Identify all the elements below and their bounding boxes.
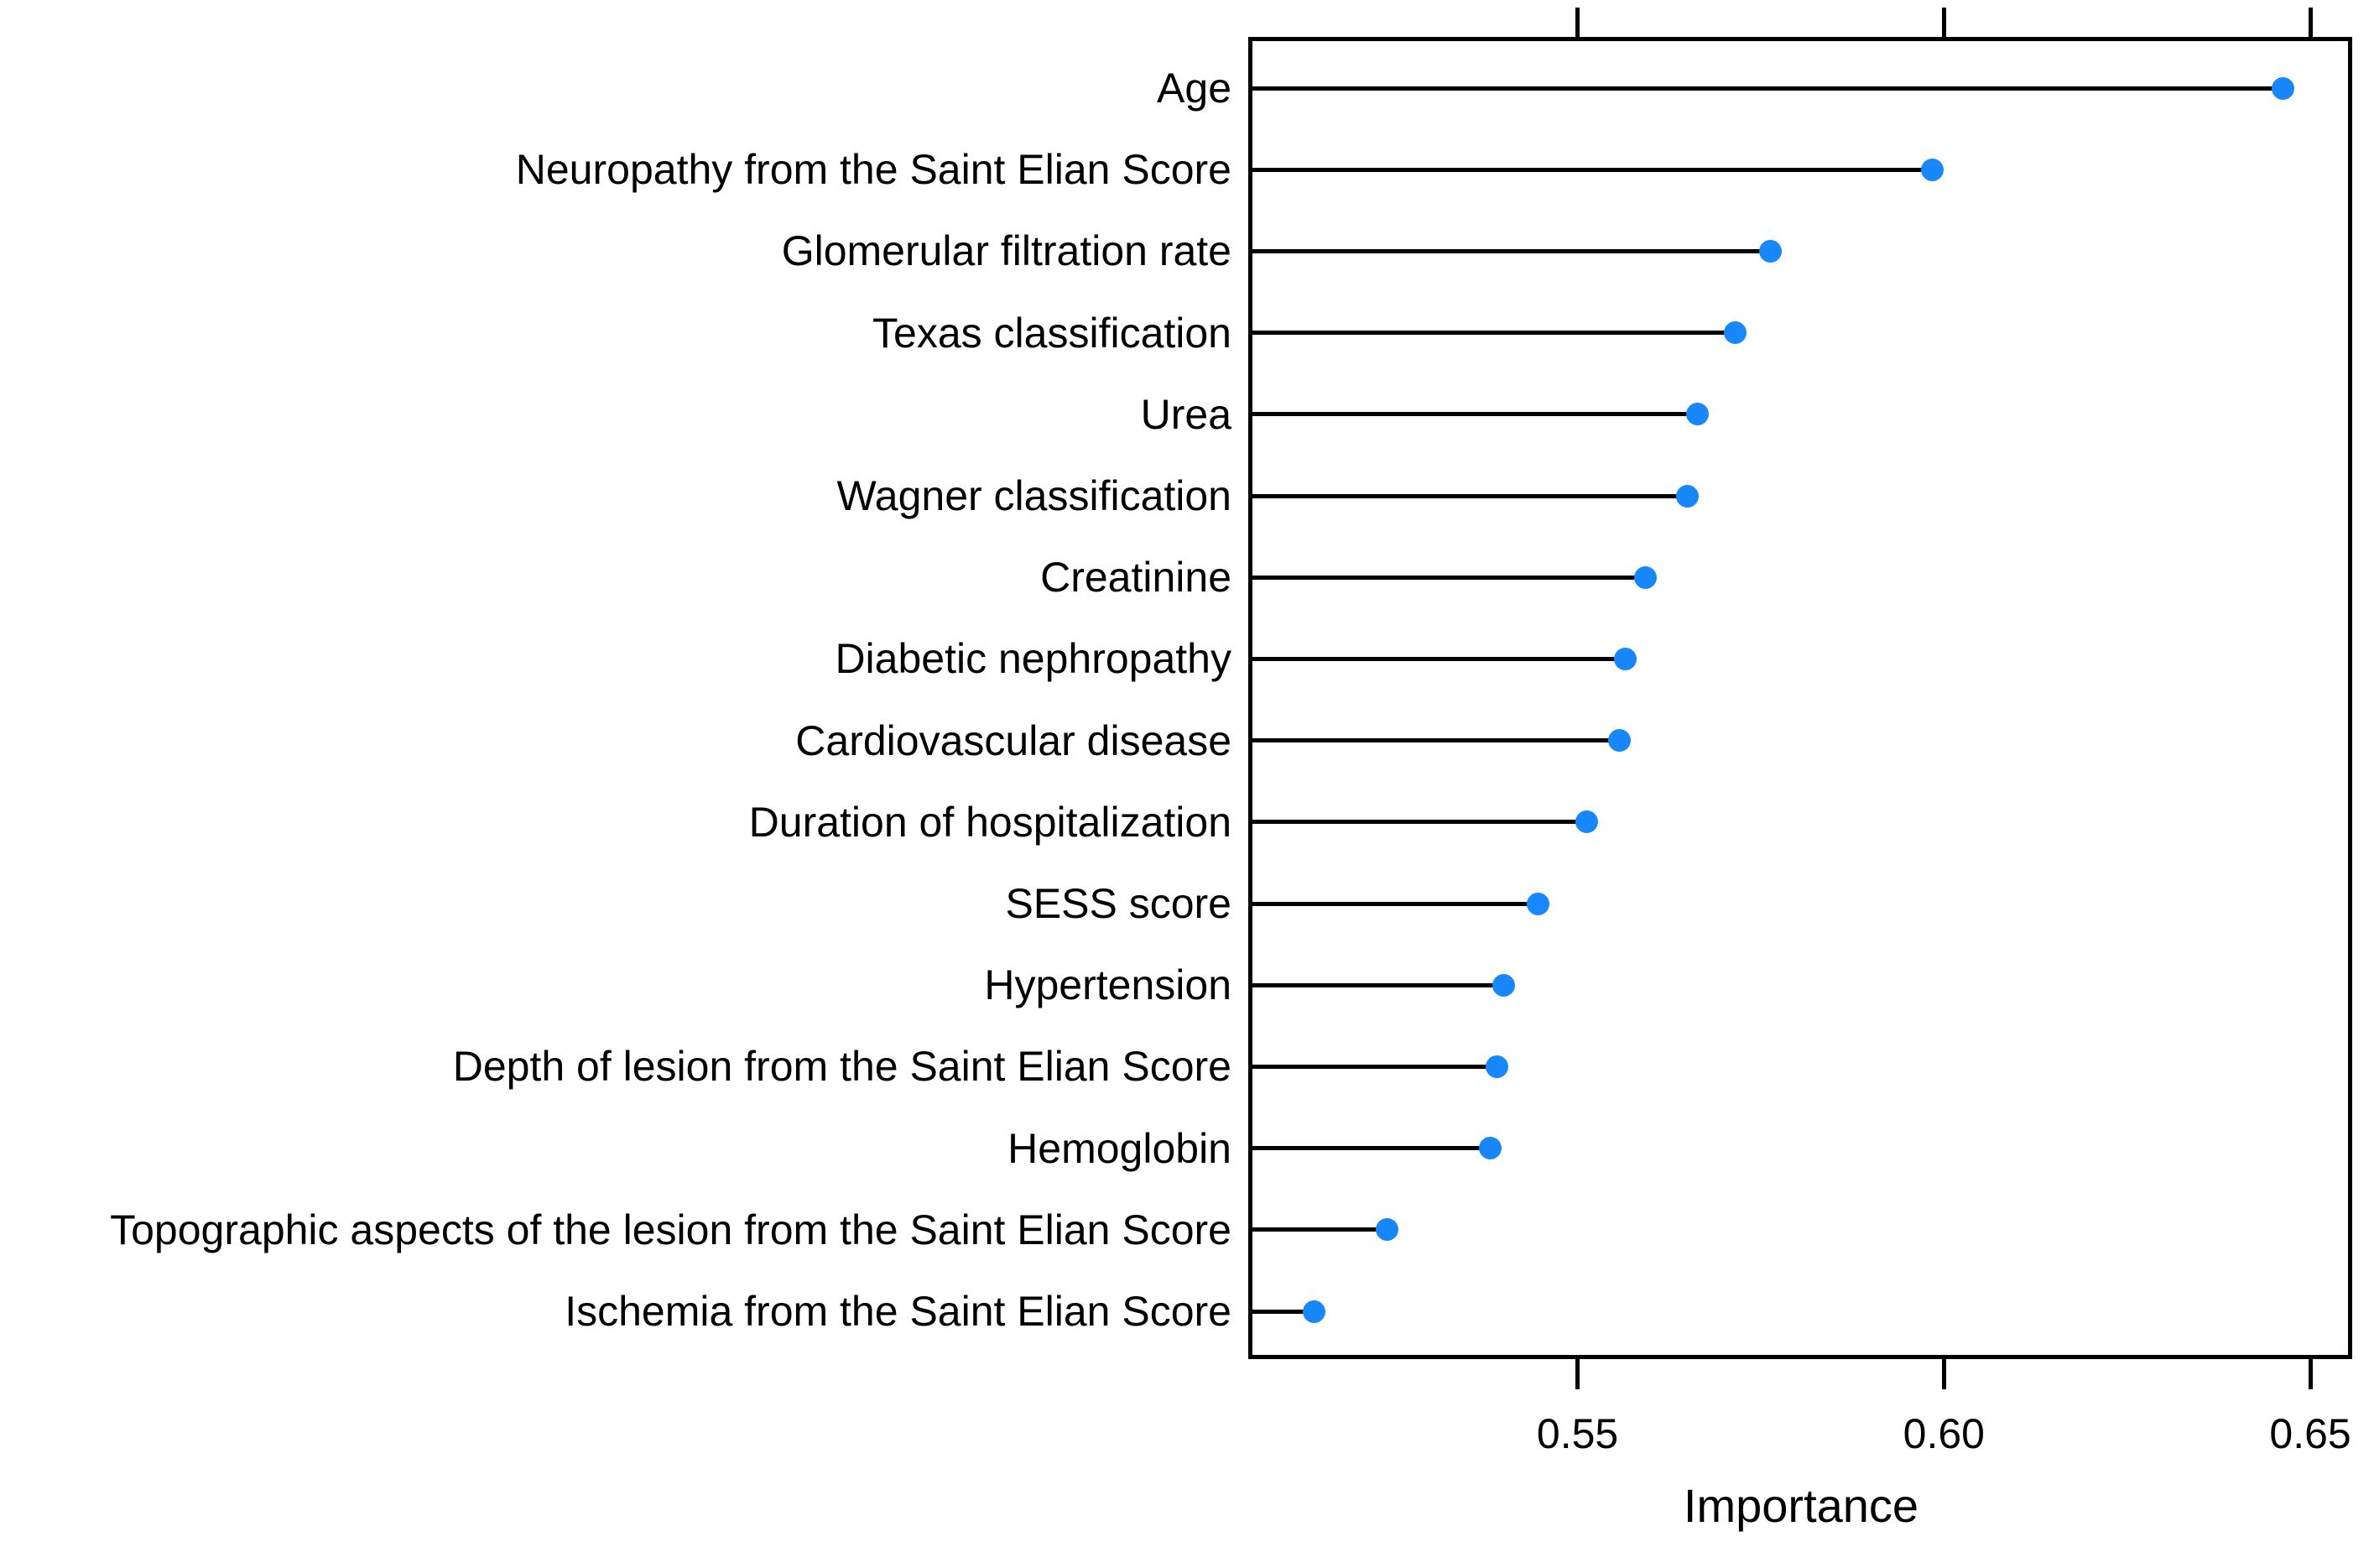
category-label: Hypertension: [984, 961, 1231, 1009]
lollipop-stem-line: [1251, 901, 1538, 906]
category-label: Texas classification: [872, 309, 1231, 357]
importance-data-point-dot: [1485, 1055, 1508, 1078]
category-label: Hemoglobin: [1007, 1124, 1231, 1172]
importance-data-point-dot: [1575, 810, 1599, 834]
category-label: Cardiovascular disease: [795, 716, 1231, 764]
category-label: Depth of lesion from the Saint Elian Sco…: [452, 1043, 1231, 1091]
importance-data-point-dot: [1676, 484, 1700, 508]
category-label: Duration of hospitalization: [748, 798, 1231, 846]
category-label: Topographic aspects of the lesion from t…: [110, 1206, 1231, 1253]
x-tick-label: 0.55: [1536, 1410, 1619, 1457]
category-label: Wagner classification: [836, 472, 1231, 519]
x-tick-mark-top: [2308, 8, 2313, 37]
category-label: Ischemia from the Saint Elian Score: [565, 1288, 1231, 1335]
importance-data-point-dot: [1375, 1218, 1398, 1242]
plot-area: [1248, 37, 2352, 1359]
importance-data-point-dot: [1479, 1137, 1502, 1160]
importance-data-point-dot: [1303, 1300, 1326, 1323]
x-tick-label: 0.65: [2269, 1410, 2351, 1457]
category-label: SESS score: [1005, 880, 1231, 927]
lollipop-stem-line: [1251, 982, 1504, 987]
lollipop-stem-line: [1251, 1309, 1315, 1314]
importance-data-point-dot: [1607, 729, 1631, 753]
lollipop-stem-line: [1251, 493, 1688, 498]
importance-data-point-dot: [1526, 892, 1549, 915]
lollipop-stem-line: [1251, 167, 1933, 172]
importance-data-point-dot: [1492, 973, 1515, 997]
importance-data-point-dot: [1723, 321, 1747, 345]
category-label: Age: [1157, 65, 1231, 112]
lollipop-stem-line: [1251, 248, 1771, 253]
x-tick-mark-bottom: [2308, 1359, 2313, 1389]
lollipop-stem-line: [1251, 1146, 1491, 1151]
lollipop-stem-line: [1251, 738, 1620, 743]
importance-data-point-dot: [1920, 158, 1944, 181]
lollipop-stem-line: [1251, 412, 1698, 417]
category-label: Creatinine: [1040, 554, 1231, 602]
importance-data-point-dot: [2272, 76, 2295, 100]
x-axis-title: Importance: [1683, 1479, 1919, 1532]
lollipop-stem-line: [1251, 656, 1626, 661]
lollipop-stem-line: [1251, 820, 1587, 825]
category-label: Neuropathy from the Saint Elian Score: [515, 146, 1231, 194]
importance-data-point-dot: [1758, 239, 1782, 263]
x-tick-mark-top: [1575, 8, 1580, 37]
x-tick-mark-top: [1941, 8, 1946, 37]
category-label: Glomerular filtration rate: [781, 227, 1231, 275]
lollipop-stem-line: [1251, 86, 2283, 91]
lollipop-stem-line: [1251, 1064, 1497, 1069]
lollipop-stem-line: [1251, 331, 1736, 336]
lollipop-stem-line: [1251, 1227, 1387, 1232]
category-label: Diabetic nephropathy: [835, 635, 1231, 683]
category-label: Urea: [1140, 390, 1231, 438]
x-tick-mark-bottom: [1575, 1359, 1580, 1389]
x-tick-mark-bottom: [1941, 1359, 1946, 1389]
importance-data-point-dot: [1634, 565, 1658, 589]
importance-data-point-dot: [1613, 647, 1637, 670]
importance-data-point-dot: [1686, 403, 1710, 426]
x-tick-label: 0.60: [1903, 1410, 1985, 1457]
lollipop-stem-line: [1251, 575, 1646, 580]
